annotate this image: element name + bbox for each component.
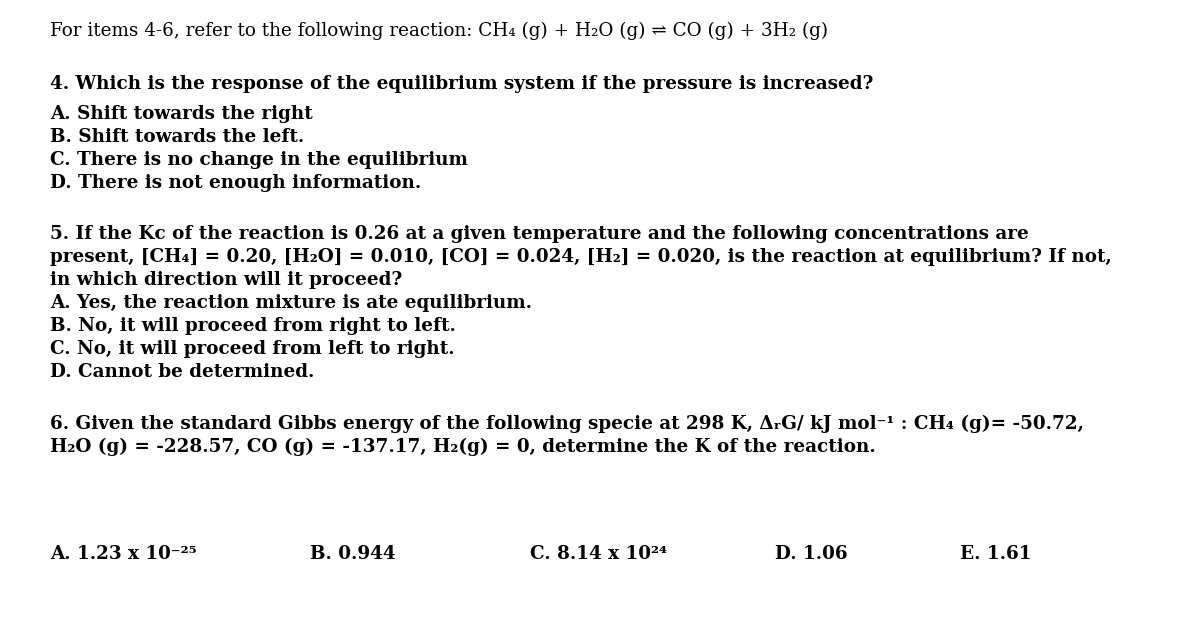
Text: C. 8.14 x 10²⁴: C. 8.14 x 10²⁴ xyxy=(530,545,667,563)
Text: present, [CH₄] = 0.20, [H₂O] = 0.010, [CO] = 0.024, [H₂] = 0.020, is the reactio: present, [CH₄] = 0.20, [H₂O] = 0.010, [C… xyxy=(50,248,1111,266)
Text: H₂O (g) = -228.57, CO (g) = -137.17, H₂(g) = 0, determine the K of the reaction.: H₂O (g) = -228.57, CO (g) = -137.17, H₂(… xyxy=(50,438,876,456)
Text: E. 1.61: E. 1.61 xyxy=(960,545,1032,563)
Text: 4. Which is the response of the equilibrium system if the pressure is increased?: 4. Which is the response of the equilibr… xyxy=(50,75,874,93)
Text: 6. Given the standard Gibbs energy of the following specie at 298 K, ΔᵣG/ kJ mol: 6. Given the standard Gibbs energy of th… xyxy=(50,415,1084,433)
Text: A. Shift towards the right: A. Shift towards the right xyxy=(50,105,313,123)
Text: A. 1.23 x 10⁻²⁵: A. 1.23 x 10⁻²⁵ xyxy=(50,545,197,563)
Text: B. No, it will proceed from right to left.: B. No, it will proceed from right to lef… xyxy=(50,317,456,335)
Text: 5. If the Kc of the reaction is 0.26 at a given temperature and the following co: 5. If the Kc of the reaction is 0.26 at … xyxy=(50,225,1028,243)
Text: in which direction will it proceed?: in which direction will it proceed? xyxy=(50,271,402,289)
Text: B. Shift towards the left.: B. Shift towards the left. xyxy=(50,128,305,146)
Text: A. Yes, the reaction mixture is ate equilibrium.: A. Yes, the reaction mixture is ate equi… xyxy=(50,294,532,312)
Text: D. Cannot be determined.: D. Cannot be determined. xyxy=(50,363,314,381)
Text: B. 0.944: B. 0.944 xyxy=(310,545,396,563)
Text: C. No, it will proceed from left to right.: C. No, it will proceed from left to righ… xyxy=(50,340,455,358)
Text: For items 4-6, refer to the following reaction: CH₄ (g) + H₂O (g) ⇌ CO (g) + 3H₂: For items 4-6, refer to the following re… xyxy=(50,22,828,40)
Text: D. 1.06: D. 1.06 xyxy=(775,545,847,563)
Text: D. There is not enough information.: D. There is not enough information. xyxy=(50,174,421,192)
Text: C. There is no change in the equilibrium: C. There is no change in the equilibrium xyxy=(50,151,468,169)
